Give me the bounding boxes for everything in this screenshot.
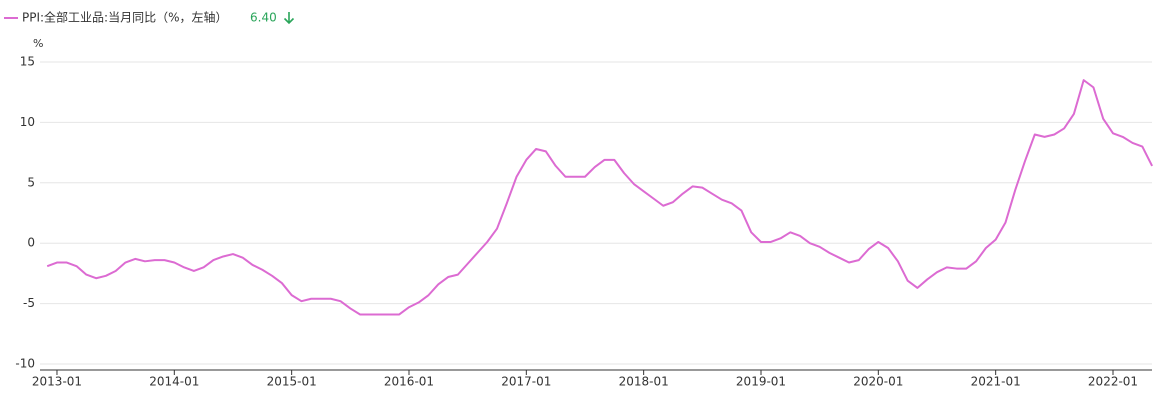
y-tick-label: -5	[23, 296, 35, 310]
x-tick-label: 2016-01	[384, 375, 434, 389]
x-tick-label: 2015-01	[267, 375, 317, 389]
x-tick-label: 2014-01	[149, 375, 199, 389]
y-tick-label: 0	[27, 236, 35, 250]
legend-label: PPI:全部工业品:当月同比（%，左轴）	[22, 10, 228, 25]
x-tick-label: 2021-01	[971, 375, 1021, 389]
x-tick-label: 2019-01	[736, 375, 786, 389]
down-arrow-icon	[283, 12, 295, 25]
x-tick-label: 2022-01	[1088, 375, 1138, 389]
legend: PPI:全部工业品:当月同比（%，左轴） 6.40	[4, 10, 295, 25]
data-line	[46, 79, 1154, 316]
x-tick-label: 2020-01	[853, 375, 903, 389]
x-tick-label: 2013-01	[32, 375, 82, 389]
y-unit: %	[33, 37, 43, 50]
y-tick-label: 5	[27, 175, 35, 189]
x-tick-label: 2017-01	[501, 375, 551, 389]
y-tick-label: 10	[20, 115, 35, 129]
y-tick-label: -10	[15, 357, 35, 371]
x-tick-label: 2018-01	[619, 375, 669, 389]
y-tick-label: 15	[20, 55, 35, 69]
legend-value: 6.40	[250, 11, 277, 25]
